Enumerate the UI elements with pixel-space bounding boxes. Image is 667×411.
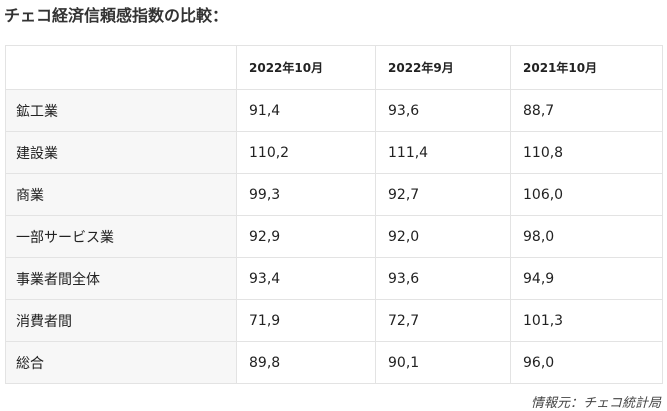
table-row: 鉱工業 91,4 93,6 88,7: [5, 89, 663, 132]
table-row: 建設業 110,2 111,4 110,8: [5, 131, 663, 174]
value-cell: 110,8: [510, 131, 663, 174]
value-cell: 89,8: [236, 341, 376, 384]
table-body: 鉱工業 91,4 93,6 88,7 建設業 110,2 111,4 110,8 商業 99,3 9…: [5, 89, 663, 384]
table-row: 商業 99,3 92,7 106,0: [5, 173, 663, 216]
value-cell: 72,7: [375, 299, 511, 342]
value-cell: 88,7: [510, 89, 663, 132]
value-cell: 94,9: [510, 257, 663, 300]
table-head: 2022年10月 2022年9月 2021年10月: [5, 45, 663, 90]
value-cell: 92,7: [375, 173, 511, 216]
row-label: 消費者間: [5, 299, 237, 342]
row-label: 商業: [5, 173, 237, 216]
value-cell: 111,4: [375, 131, 511, 174]
value-cell: 93,6: [375, 89, 511, 132]
value-cell: 106,0: [510, 173, 663, 216]
value-cell: 92,0: [375, 215, 511, 258]
comparison-table: 2022年10月 2022年9月 2021年10月 鉱工業 91,4 93,6 88,7 建…: [5, 45, 663, 384]
value-cell: 96,0: [510, 341, 663, 384]
value-cell: 110,2: [236, 131, 376, 174]
corner-cell: [5, 45, 237, 90]
header-row: 2022年10月 2022年9月 2021年10月: [5, 45, 663, 90]
value-cell: 98,0: [510, 215, 663, 258]
value-cell: 92,9: [236, 215, 376, 258]
table-row: 事業者間全体 93,4 93,6 94,9: [5, 257, 663, 300]
value-cell: 71,9: [236, 299, 376, 342]
value-cell: 93,4: [236, 257, 376, 300]
row-label: 一部サービス業: [5, 215, 237, 258]
table-row: 一部サービス業 92,9 92,0 98,0: [5, 215, 663, 258]
column-header: 2022年9月: [375, 45, 511, 90]
row-label: 事業者間全体: [5, 257, 237, 300]
row-label: 建設業: [5, 131, 237, 174]
value-cell: 90,1: [375, 341, 511, 384]
row-label: 総合: [5, 341, 237, 384]
value-cell: 93,6: [375, 257, 511, 300]
table-row: 消費者間 71,9 72,7 101,3: [5, 299, 663, 342]
column-header: 2021年10月: [510, 45, 663, 90]
table-row: 総合 89,8 90,1 96,0: [5, 341, 663, 384]
value-cell: 101,3: [510, 299, 663, 342]
title: チェコ経済信頼感指数の比較：: [4, 6, 229, 25]
source-note: 情報元：チェコ統計局: [530, 396, 661, 411]
value-cell: 99,3: [236, 173, 376, 216]
row-label: 鉱工業: [5, 89, 237, 132]
column-header: 2022年10月: [236, 45, 376, 90]
value-cell: 91,4: [236, 89, 376, 132]
